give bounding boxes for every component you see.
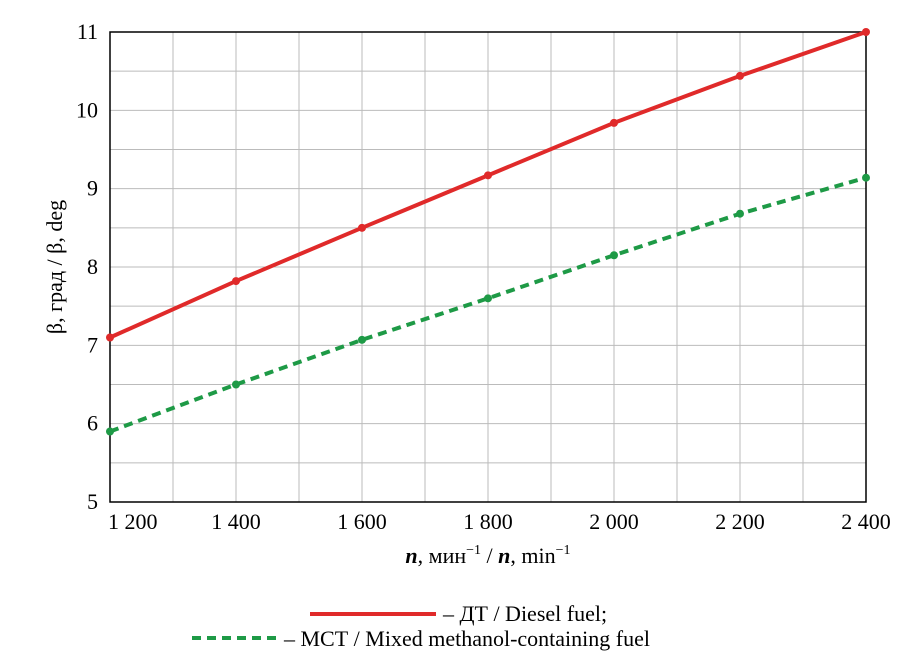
data-point	[736, 209, 744, 218]
y-tick-label: 5	[87, 489, 98, 514]
x-tick-label: 2 200	[715, 509, 765, 534]
series-group	[106, 28, 870, 436]
data-point	[736, 71, 744, 80]
grid	[110, 32, 866, 502]
x-tick-label: 2 000	[589, 509, 639, 534]
y-tick-label: 6	[87, 411, 98, 436]
y-tick-label: 11	[77, 19, 98, 44]
x-axis-ticks: 1 200 1 400 1 600 1 800 2 000 2 200 2 400	[108, 509, 891, 534]
data-point	[358, 223, 366, 232]
data-point	[484, 294, 492, 303]
data-point	[232, 380, 240, 389]
legend-label-diesel: – ДТ / Diesel fuel;	[442, 601, 607, 626]
data-point	[106, 427, 114, 436]
data-point	[232, 277, 240, 286]
data-point	[610, 118, 618, 127]
x-tick-label: 1 800	[463, 509, 513, 534]
y-tick-label: 10	[76, 97, 98, 122]
legend-label-mct: – МСТ / Mixed methanol-containing fuel	[283, 626, 650, 651]
y-tick-label: 8	[87, 254, 98, 279]
data-point	[358, 335, 366, 344]
x-tick-label: 2 400	[841, 509, 891, 534]
data-point	[862, 173, 870, 182]
plot-frame	[109, 31, 867, 503]
x-tick-label: 1 400	[211, 509, 261, 534]
data-point	[862, 28, 870, 36]
x-tick-label: 1 600	[337, 509, 387, 534]
x-tick-label: 1 200	[108, 509, 158, 534]
legend: – ДТ / Diesel fuel; – МСТ / Mixed methan…	[192, 601, 650, 651]
data-point	[106, 333, 114, 342]
y-axis-ticks: 5 6 7 8 9 10 11	[76, 19, 98, 514]
y-tick-label: 7	[87, 332, 98, 357]
data-point	[484, 171, 492, 180]
y-axis-label: β, град / β, deg	[42, 200, 67, 334]
y-tick-label: 9	[87, 176, 98, 201]
x-axis-label: n, мин−1 / n, min−1	[405, 543, 570, 568]
data-point	[610, 251, 618, 260]
